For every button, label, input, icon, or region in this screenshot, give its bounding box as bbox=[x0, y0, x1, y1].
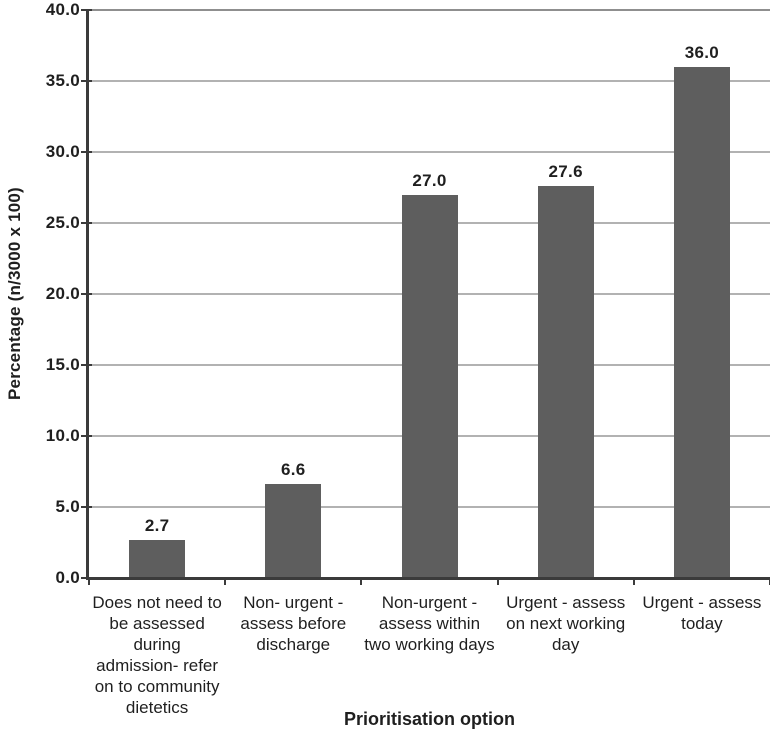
x-tick-mark bbox=[88, 579, 90, 585]
category-label: Does not need to be assessed during admi… bbox=[92, 593, 222, 717]
y-tick-label: 35.0 bbox=[45, 71, 80, 90]
y-tick-label: 5.0 bbox=[55, 497, 80, 516]
bar bbox=[401, 194, 458, 578]
category-label: Non- urgent - assess before discharge bbox=[240, 593, 347, 654]
bar bbox=[537, 186, 594, 578]
x-tick-mark bbox=[360, 579, 363, 585]
x-tick-mark bbox=[224, 579, 227, 585]
x-tick-mark bbox=[632, 579, 635, 585]
y-tick-label: 30.0 bbox=[45, 142, 80, 161]
bar-value-label: 27.0 bbox=[412, 170, 447, 190]
y-tick-label: 25.0 bbox=[45, 213, 80, 232]
bar bbox=[673, 66, 730, 578]
category-label: Non-urgent - assess within two working d… bbox=[364, 593, 495, 654]
y-tick-label: 10.0 bbox=[45, 426, 80, 445]
category-label: Urgent - assess on next working day bbox=[506, 593, 626, 654]
gridline bbox=[89, 151, 770, 153]
bar bbox=[129, 539, 186, 578]
x-axis-line bbox=[86, 577, 770, 580]
plot-area: 2.7 6.6 27.0 27.6 36.0 bbox=[89, 9, 770, 578]
bar-value-label: 6.6 bbox=[281, 460, 306, 480]
bar-value-label: 27.6 bbox=[548, 162, 583, 182]
bar-value-label: 2.7 bbox=[144, 515, 170, 535]
plot-top-border bbox=[89, 9, 770, 11]
category-label: Urgent - assess today bbox=[642, 593, 762, 633]
x-tick-mark bbox=[496, 579, 499, 585]
bar-value-label: 36.0 bbox=[684, 42, 720, 62]
x-axis-title: Prioritisation option bbox=[344, 709, 515, 729]
y-axis-line bbox=[86, 10, 89, 580]
y-tick-label: 40.0 bbox=[45, 0, 80, 19]
bar bbox=[265, 484, 322, 578]
y-tick-label: 20.0 bbox=[45, 284, 80, 303]
y-tick-label: 0.0 bbox=[55, 568, 80, 587]
y-tick-label: 15.0 bbox=[45, 355, 80, 374]
gridline bbox=[89, 80, 770, 82]
